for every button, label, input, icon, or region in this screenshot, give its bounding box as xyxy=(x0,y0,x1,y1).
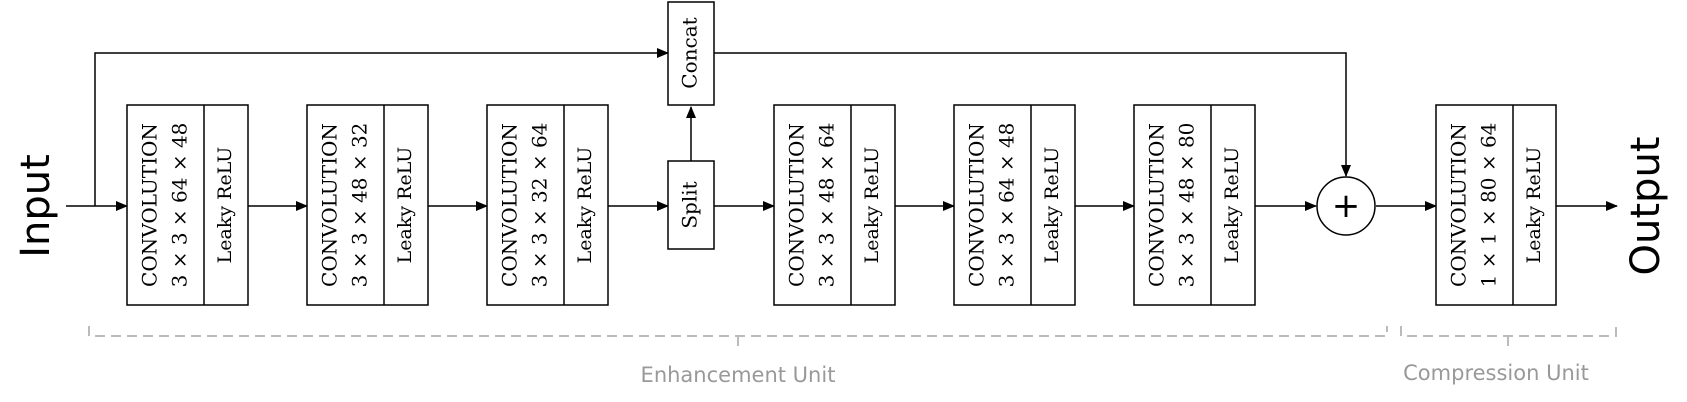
conv-block-dims: 3 × 3 × 48 × 64 xyxy=(815,123,839,288)
conv-block-dims: 3 × 3 × 64 × 48 xyxy=(995,123,1019,288)
split-node: Split xyxy=(668,161,714,249)
compression-unit-label: Compression Unit xyxy=(1403,361,1589,385)
enhancement-unit-bracket xyxy=(89,326,1387,352)
conv-block-dims: 3 × 3 × 48 × 80 xyxy=(1175,123,1199,288)
conv-block-5: CONVOLUTION 3 × 3 × 64 × 48 Leaky ReLU xyxy=(954,105,1075,305)
conv-block-title: CONVOLUTION xyxy=(138,123,162,287)
conv-block-title: CONVOLUTION xyxy=(318,123,342,287)
activation-label: Leaky ReLU xyxy=(574,147,596,264)
conv-block-7: CONVOLUTION 1 × 1 × 80 × 64 Leaky ReLU xyxy=(1436,105,1556,305)
conv-block-title: CONVOLUTION xyxy=(1145,123,1169,287)
conv-block-title: CONVOLUTION xyxy=(785,123,809,287)
unit-brackets xyxy=(89,326,1616,352)
concat-node: Concat xyxy=(668,2,714,105)
conv-block-3: CONVOLUTION 3 × 3 × 32 × 64 Leaky ReLU xyxy=(487,105,608,305)
conv-block-title: CONVOLUTION xyxy=(498,123,522,287)
conv-block-title: CONVOLUTION xyxy=(965,123,989,287)
conv-block-2: CONVOLUTION 3 × 3 × 48 × 32 Leaky ReLU xyxy=(307,105,428,305)
activation-label: Leaky ReLU xyxy=(394,147,416,264)
conv-block-dims: 3 × 3 × 32 × 64 xyxy=(528,123,552,288)
conv-block-dims: 1 × 1 × 80 × 64 xyxy=(1477,123,1501,288)
enhancement-unit-label: Enhancement Unit xyxy=(641,363,836,387)
conv-block-dims: 3 × 3 × 64 × 48 xyxy=(168,123,192,288)
conv-block-6: CONVOLUTION 3 × 3 × 48 × 80 Leaky ReLU xyxy=(1134,105,1255,305)
input-label: Input xyxy=(13,154,59,258)
conv-block-1: CONVOLUTION 3 × 3 × 64 × 48 Leaky ReLU xyxy=(127,105,248,305)
add-node: + xyxy=(1317,177,1375,235)
split-label: Split xyxy=(678,181,702,228)
activation-label: Leaky ReLU xyxy=(1041,147,1063,264)
conv-block-title: CONVOLUTION xyxy=(1447,123,1471,287)
conv-block-4: CONVOLUTION 3 × 3 × 48 × 64 Leaky ReLU xyxy=(774,105,895,305)
activation-label: Leaky ReLU xyxy=(861,147,883,264)
activation-label: Leaky ReLU xyxy=(1221,147,1243,264)
add-symbol: + xyxy=(1332,186,1361,226)
concat-label: Concat xyxy=(678,17,702,88)
conv-block-dims: 3 × 3 × 48 × 32 xyxy=(348,123,372,288)
compression-unit-bracket xyxy=(1401,326,1616,352)
activation-label: Leaky ReLU xyxy=(1523,147,1545,264)
output-label: Output xyxy=(1623,137,1669,276)
activation-label: Leaky ReLU xyxy=(214,147,236,264)
